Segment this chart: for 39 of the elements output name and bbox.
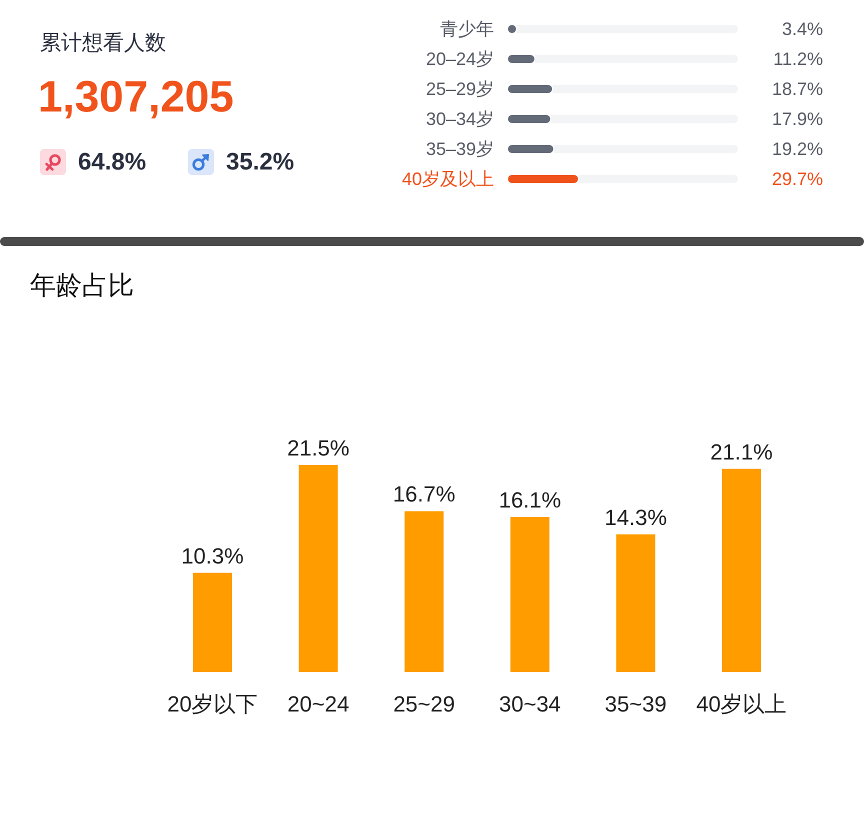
data-label: 10.3% [181, 543, 244, 568]
chart-title: 年龄占比 [30, 270, 134, 300]
text: 1,307,205 [38, 72, 234, 122]
bar [508, 85, 552, 93]
x-tick-label: 30~34 [499, 692, 561, 716]
data-label: 14.3% [604, 504, 667, 530]
bar [722, 468, 761, 672]
bar [508, 145, 554, 153]
data-label: 18.7% [772, 79, 823, 99]
y-tick-label: 40岁及以上 [402, 169, 494, 189]
x-tick-label: 35~39 [604, 692, 667, 716]
data-label: 17.9% [772, 109, 823, 129]
data-label: 16.1% [498, 487, 562, 512]
data-label: 11.2% [773, 49, 823, 69]
y-tick-label: 20–24岁 [426, 49, 494, 69]
bar [298, 465, 338, 672]
bar [508, 115, 550, 123]
bar [616, 534, 656, 672]
data-label: 19.2% [772, 139, 823, 159]
bar [510, 516, 550, 672]
data-label: 29.7% [772, 169, 823, 189]
bar [404, 511, 444, 672]
data-label: 3.4% [782, 19, 823, 39]
text: 35.2% [226, 148, 294, 176]
bar [508, 55, 534, 63]
text: 累计想看人数 [40, 32, 166, 54]
data-label: 16.7% [392, 482, 456, 507]
bar [193, 572, 232, 672]
y-tick-label: 30–34岁 [426, 109, 494, 129]
x-tick-label: 40岁以上 [696, 692, 787, 716]
y-tick-label: 35–39岁 [426, 139, 494, 159]
text: 64.8% [78, 148, 146, 176]
data-label: 21.5% [287, 436, 350, 460]
y-tick-label: 25–29岁 [426, 79, 494, 99]
x-tick-label: 25~29 [393, 692, 455, 716]
x-tick-label: 20~24 [287, 692, 350, 716]
data-label: 21.1% [710, 439, 773, 464]
y-tick-label: 青少年 [440, 19, 494, 39]
x-tick-label: 20岁以下 [167, 692, 258, 716]
